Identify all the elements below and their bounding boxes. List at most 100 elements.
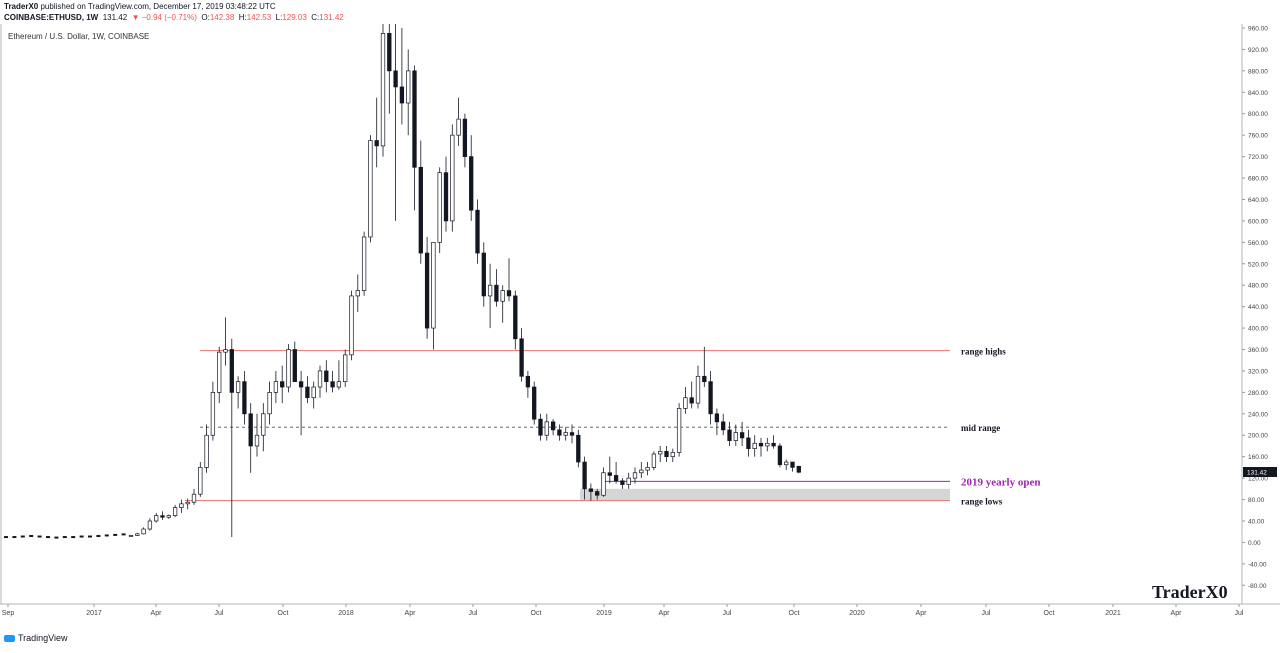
candle bbox=[273, 381, 279, 393]
low-label: L: bbox=[275, 13, 283, 22]
candle bbox=[286, 349, 291, 388]
candle bbox=[254, 434, 260, 447]
candle bbox=[217, 351, 222, 393]
candle bbox=[406, 70, 411, 104]
tradingview-logo[interactable]: TradingView bbox=[4, 633, 68, 643]
open-label: O: bbox=[201, 13, 210, 22]
price-tick-label: 920.00 bbox=[1248, 47, 1268, 54]
chart-svg[interactable]: range highs mid range 2019 yearly open rang… bbox=[0, 11, 1280, 648]
candle bbox=[349, 295, 354, 356]
candle bbox=[506, 290, 512, 297]
candle bbox=[513, 295, 518, 340]
time-tick-label: Oct bbox=[278, 610, 289, 617]
time-tick-label: 2018 bbox=[338, 610, 354, 617]
candle bbox=[4, 536, 8, 539]
price-tick-label: 240.00 bbox=[1248, 411, 1268, 418]
price-tick-label: 600.00 bbox=[1248, 218, 1268, 225]
candle bbox=[412, 70, 417, 168]
candle bbox=[702, 375, 707, 383]
candle bbox=[550, 421, 556, 431]
candle bbox=[796, 465, 801, 473]
candles-layer bbox=[4, 11, 801, 539]
low-value: 129.03 bbox=[282, 13, 307, 22]
candle bbox=[752, 442, 757, 449]
candle bbox=[664, 450, 669, 458]
price-tick-label: 720.00 bbox=[1248, 154, 1268, 161]
candle bbox=[582, 461, 587, 490]
candle bbox=[469, 156, 474, 211]
price-tick-label: 680.00 bbox=[1248, 176, 1268, 183]
candle bbox=[79, 535, 84, 538]
candle bbox=[374, 140, 379, 147]
candle bbox=[368, 140, 373, 238]
chart-background bbox=[0, 24, 1280, 648]
close-value: 131.42 bbox=[319, 13, 344, 22]
candle bbox=[135, 533, 140, 536]
candle bbox=[242, 381, 247, 415]
candle bbox=[223, 349, 228, 353]
high-label: H: bbox=[238, 13, 247, 22]
candle bbox=[160, 515, 165, 518]
candle bbox=[790, 461, 795, 468]
candle bbox=[113, 533, 118, 536]
price-tick-label: 640.00 bbox=[1248, 197, 1268, 204]
candle bbox=[620, 480, 625, 485]
high-value: 142.53 bbox=[246, 13, 272, 22]
candle bbox=[185, 501, 190, 505]
candle bbox=[54, 536, 59, 539]
price-tick-label: 520.00 bbox=[1248, 261, 1268, 268]
axis-layer: 960.00 920.00 880.00 840.00 800.00 760.00 720.… bbox=[0, 24, 1280, 617]
candle bbox=[29, 534, 34, 537]
candle bbox=[683, 397, 688, 409]
candle bbox=[487, 284, 493, 297]
time-tick-label: Apr bbox=[916, 610, 928, 617]
price-tick-label: 560.00 bbox=[1248, 240, 1268, 247]
time-tick-label: 2019 bbox=[596, 610, 612, 617]
price-tick-label: 760.00 bbox=[1248, 133, 1268, 140]
publisher-name[interactable]: TraderX0 bbox=[4, 2, 39, 11]
candle bbox=[418, 166, 423, 254]
candle bbox=[746, 437, 751, 449]
symbol-label: COINBASE:ETHUSD, 1W bbox=[4, 13, 99, 22]
chart-area[interactable]: range highs mid range 2019 yearly open rang… bbox=[0, 11, 1280, 648]
candle bbox=[500, 290, 505, 302]
price-tick-label: 280.00 bbox=[1248, 390, 1268, 397]
time-tick-label: Sep bbox=[2, 610, 15, 617]
candle bbox=[739, 432, 745, 439]
candle bbox=[613, 475, 619, 482]
candle bbox=[588, 488, 594, 492]
candle bbox=[280, 381, 285, 388]
candle bbox=[179, 503, 184, 508]
candle bbox=[626, 477, 631, 485]
candle bbox=[330, 381, 335, 388]
candle bbox=[387, 33, 392, 72]
candle bbox=[88, 535, 92, 538]
price-tick-label: 800.00 bbox=[1248, 111, 1268, 118]
time-tick-label: Apr bbox=[1171, 610, 1183, 617]
candle bbox=[450, 134, 455, 222]
time-tick-label: Jul bbox=[1235, 610, 1244, 617]
price-tick-label: 320.00 bbox=[1248, 368, 1268, 375]
time-tick-label: Jul bbox=[215, 610, 224, 617]
time-tick-label: 2017 bbox=[86, 610, 102, 617]
time-tick-label: Jul bbox=[723, 610, 732, 617]
candle bbox=[714, 413, 720, 423]
candle bbox=[727, 429, 732, 441]
candle bbox=[771, 442, 776, 447]
candle bbox=[248, 413, 253, 447]
candle bbox=[758, 442, 764, 447]
candle bbox=[563, 432, 568, 436]
candle bbox=[166, 515, 171, 518]
close-label: C: bbox=[311, 13, 320, 22]
time-tick-label: 2021 bbox=[1105, 610, 1121, 617]
candle bbox=[431, 241, 436, 329]
candle bbox=[519, 338, 524, 377]
publish-info: TraderX0 published on TradingView.com, D… bbox=[4, 1, 276, 12]
chart-header: TraderX0 published on TradingView.com, D… bbox=[4, 1, 344, 22]
ohlc-line: COINBASE:ETHUSD, 1W 131.42 ▼ −0.94 (−0.7… bbox=[4, 12, 344, 23]
current-price-label: 131.42 bbox=[1247, 469, 1267, 476]
support-zone bbox=[580, 488, 950, 501]
price-tick-label: 0.00 bbox=[1248, 540, 1261, 547]
level-label: mid range bbox=[961, 423, 1000, 433]
time-tick-label: Apr bbox=[659, 610, 671, 617]
